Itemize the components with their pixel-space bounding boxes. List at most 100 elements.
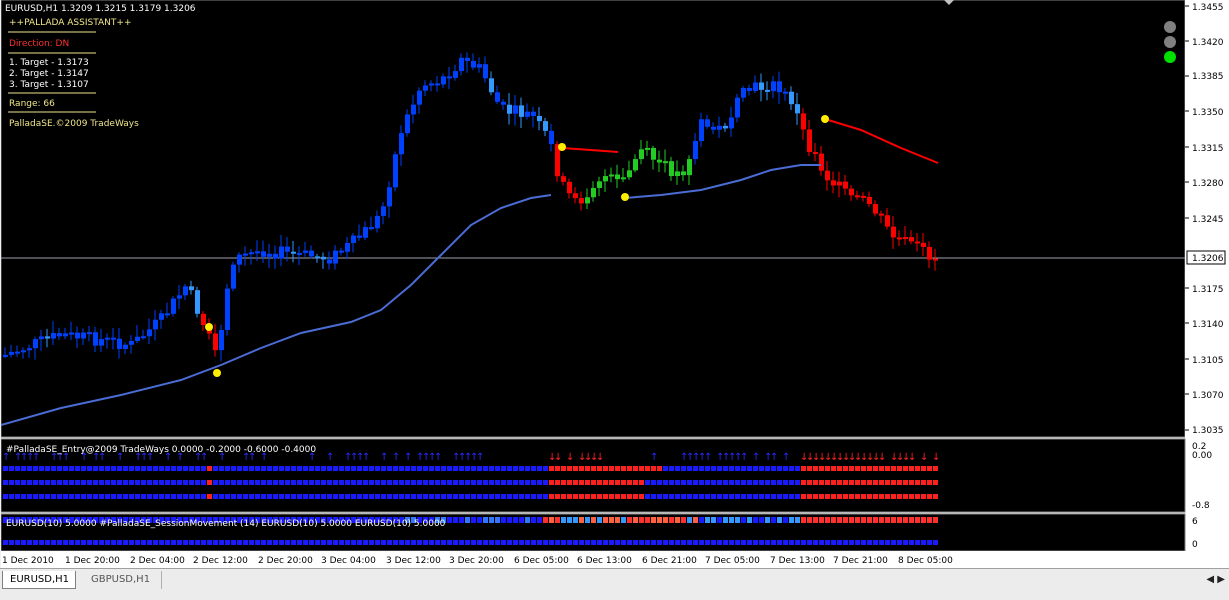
session-square-bottom: [885, 540, 890, 545]
assistant-title: ++PALLADA ASSISTANT++: [9, 18, 132, 28]
candle-body: [855, 195, 860, 198]
session-square-bottom: [87, 540, 92, 545]
session-square-bottom: [651, 540, 656, 545]
entry-signal-square: [15, 480, 20, 485]
time-label: 6 Dec 05:00: [514, 556, 569, 566]
entry-signal-square: [141, 494, 146, 499]
candle-body: [933, 258, 938, 261]
session-square-bottom: [867, 540, 872, 545]
candle-body: [369, 227, 374, 230]
scroll-left-icon[interactable]: ◀: [1206, 574, 1215, 585]
ma-line-blue-2: [624, 164, 821, 199]
entry-signal-square: [483, 466, 488, 471]
entry-signal-square: [633, 480, 638, 485]
entry-signal-square: [459, 466, 464, 471]
tab-gbpusd-h1[interactable]: GBPUSD,H1: [84, 571, 162, 589]
price-panel[interactable]: [1, 0, 1186, 438]
entry-signal-square: [573, 480, 578, 485]
session-square-top: [309, 517, 314, 523]
entry-signal-square: [699, 466, 704, 471]
entry-signal-square: [543, 466, 548, 471]
candle-body: [189, 286, 194, 291]
down-arrow-icon: ↓: [818, 452, 826, 463]
up-arrow-icon: ↑: [476, 452, 484, 463]
entry-signal-square: [837, 480, 842, 485]
current-price-label: 1.3206: [1192, 254, 1224, 264]
session-square-bottom: [303, 540, 308, 545]
session-square-top: [345, 517, 350, 523]
entry-signal-square: [63, 466, 68, 471]
entry-signal-square: [225, 494, 230, 499]
session-square-bottom: [441, 540, 446, 545]
entry-signal-square: [231, 480, 236, 485]
entry-signal-square: [45, 466, 50, 471]
entry-signal-square: [663, 494, 668, 499]
candle-body: [843, 181, 848, 189]
candle-body: [435, 83, 440, 86]
candle-body: [159, 313, 164, 320]
candle-body: [801, 113, 806, 130]
candle-body: [153, 319, 158, 330]
entry-signal-square: [783, 466, 788, 471]
candle-body: [105, 337, 110, 340]
entry-signal-square: [861, 480, 866, 485]
candle-body: [819, 153, 824, 171]
entry-signal-square: [27, 494, 32, 499]
session-square-bottom: [759, 540, 764, 545]
entry-signal-square: [477, 494, 482, 499]
entry-signal-square: [549, 466, 554, 471]
entry-signal-square: [393, 466, 398, 471]
session-square-top: [705, 517, 710, 523]
assistant-target-2: 2. Target - 1.3147: [9, 69, 89, 79]
down-arrow-icon: ↓: [800, 452, 808, 463]
session-square-top: [465, 517, 470, 523]
entry-signal-square: [627, 494, 632, 499]
candle-body: [267, 253, 272, 257]
chart-shift-icon[interactable]: [944, 0, 954, 5]
entry-signal-square: [789, 480, 794, 485]
up-arrow-icon: ↑: [362, 452, 370, 463]
entry-signal-square: [183, 466, 188, 471]
entry-signal-square: [309, 494, 314, 499]
entry-signal-square: [129, 494, 134, 499]
entry-signal-square: [927, 480, 932, 485]
indicator-panel-entry[interactable]: [1, 438, 1186, 513]
up-arrow-icon: ↑: [260, 452, 268, 463]
session-square-top: [843, 517, 848, 523]
candle-body: [771, 81, 776, 92]
down-arrow-icon: ↓: [908, 452, 916, 463]
session-square-bottom: [765, 540, 770, 545]
candle-body: [717, 125, 722, 130]
scroll-right-icon[interactable]: ▶: [1217, 574, 1225, 585]
entry-signal-square: [825, 466, 830, 471]
chart-window[interactable]: ↑ ↑ ↑ ↑ ↑ ↑ ↑ ↑ ↑ ↑ ↑ ↑ ↑ ↑ ↑ ↑ ↑ ↑ ↑ ↑ ↑ ↑ ↑ ↑ ↑ ↑ ↑ ↑ ↑ ↑ ↑ ↑ ↑ ↑ ↑ ↑ ↑ ↑ ↑ ↑…: [1, 0, 1229, 576]
signal-dot: [205, 323, 213, 331]
entry-signal-square: [3, 466, 8, 471]
candle-body: [123, 344, 128, 349]
entry-signal-square: [747, 466, 752, 471]
entry-signal-square: [663, 480, 668, 485]
session-square-top: [579, 517, 584, 523]
entry-signal-square: [405, 480, 410, 485]
entry-signal-square: [699, 480, 704, 485]
candle-body: [387, 187, 392, 207]
entry-signal-square: [273, 494, 278, 499]
up-arrow-icon: ↑: [650, 452, 658, 463]
candle-body: [279, 246, 284, 259]
entry-signal-square: [705, 480, 710, 485]
session-square-top: [681, 517, 686, 523]
entry-signal-square: [855, 466, 860, 471]
session-square-top: [207, 517, 212, 523]
tab-eurusd-h1[interactable]: EURUSD,H1: [2, 571, 76, 589]
up-arrow-icon: ↑: [2, 452, 10, 463]
entry-signal-square: [471, 480, 476, 485]
up-arrow-icon: ↑: [116, 452, 124, 463]
session-square-bottom: [813, 540, 818, 545]
entry-signal-square: [177, 480, 182, 485]
entry-signal-square: [861, 466, 866, 471]
session-square-bottom: [675, 540, 680, 545]
tab-scroll-arrows[interactable]: ◀ ▶: [1206, 574, 1225, 585]
entry-signal-square: [417, 494, 422, 499]
session-square-bottom: [69, 540, 74, 545]
candle-body: [225, 288, 230, 331]
